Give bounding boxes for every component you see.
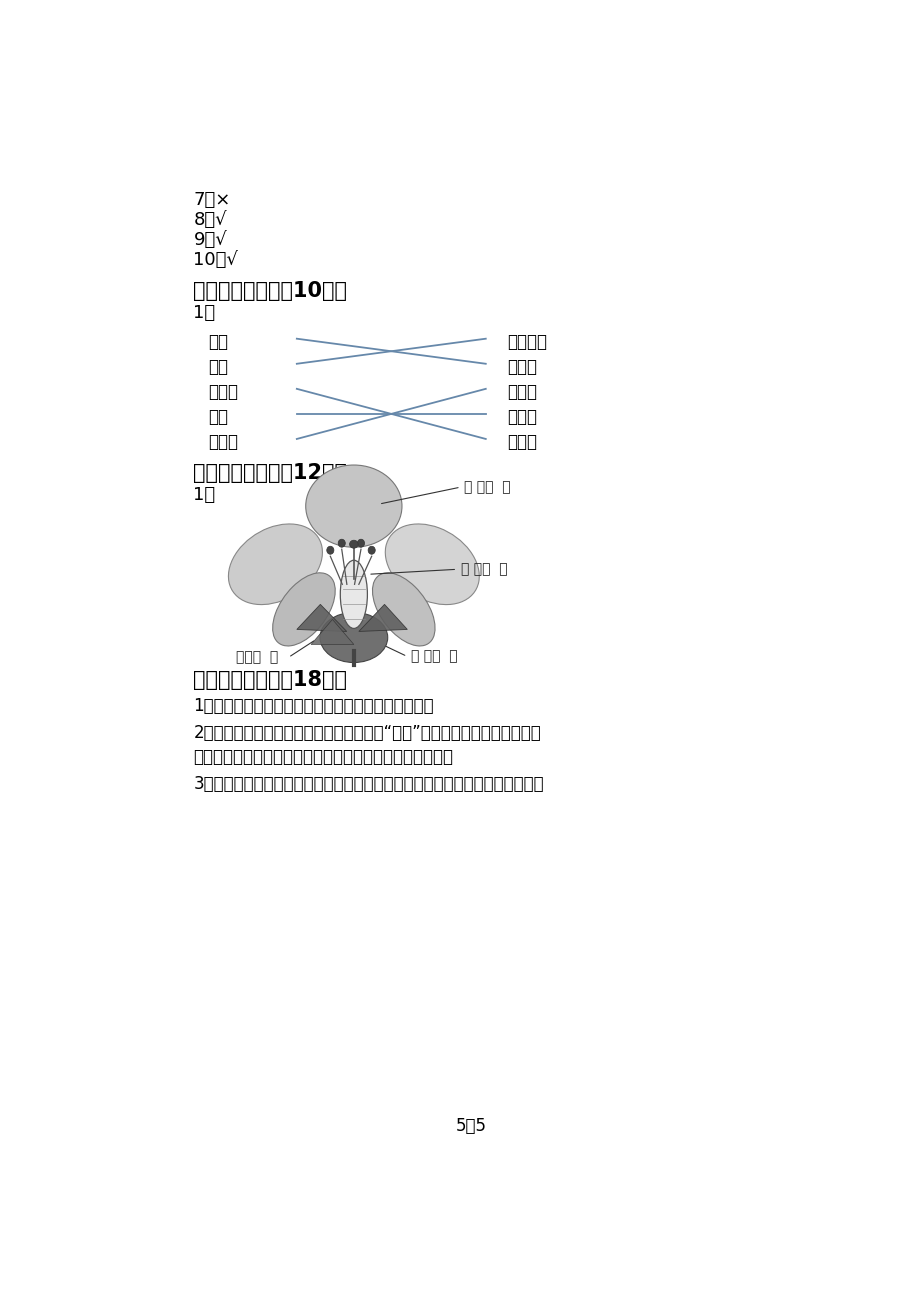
- Text: 《鬼片  》: 《鬼片 》: [236, 651, 278, 664]
- Text: 四、连线题。（全10分）: 四、连线题。（全10分）: [193, 280, 347, 301]
- Ellipse shape: [326, 547, 334, 555]
- Text: 的生产日期和保质期；选择最近生产保质期的加工食品等。: 的生产日期和保质期；选择最近生产保质期的加工食品等。: [193, 747, 453, 766]
- Text: 《 花瓣  》: 《 花瓣 》: [464, 480, 510, 493]
- Text: 8、√: 8、√: [193, 211, 227, 229]
- Text: 《 雄蕊  》: 《 雄蕊 》: [460, 562, 507, 577]
- Text: 白金: 白金: [208, 408, 227, 426]
- Text: 2、多吃绿色食品，少吃腼腑食品；不购买“三无”食品；注意查看食品包装上: 2、多吃绿色食品，少吃腼腑食品；不购买“三无”食品；注意查看食品包装上: [193, 724, 540, 742]
- Ellipse shape: [228, 523, 322, 604]
- Ellipse shape: [305, 465, 402, 547]
- Ellipse shape: [357, 539, 364, 547]
- Text: 1、导体：铁、铝、金。绛缘体：陶瓷、橡胶、塑料。: 1、导体：铁、铝、金。绛缘体：陶瓷、橡胶、塑料。: [193, 697, 434, 715]
- Text: 点豆腐: 点豆腐: [506, 358, 537, 376]
- Text: 做首饰: 做首饰: [506, 434, 537, 450]
- Polygon shape: [297, 604, 346, 631]
- Ellipse shape: [385, 523, 479, 604]
- Text: 石膏: 石膏: [208, 333, 227, 350]
- Ellipse shape: [340, 560, 367, 629]
- Ellipse shape: [272, 573, 335, 646]
- Text: 《 雌蕊  》: 《 雌蕊 》: [411, 650, 457, 664]
- Text: 7、×: 7、×: [193, 191, 231, 210]
- Text: 石灰岩: 石灰岩: [208, 434, 237, 450]
- Text: 1、: 1、: [193, 486, 215, 504]
- Polygon shape: [358, 604, 407, 631]
- Text: 造房子: 造房子: [506, 383, 537, 401]
- Text: 1、: 1、: [193, 303, 215, 322]
- Polygon shape: [311, 620, 354, 644]
- Ellipse shape: [372, 573, 435, 646]
- Ellipse shape: [368, 547, 375, 555]
- Text: 金屚石: 金屚石: [208, 383, 237, 401]
- Text: 六、简答题。（全18分）: 六、简答题。（全18分）: [193, 669, 347, 690]
- Text: 做铅笔芯: 做铅笔芯: [506, 333, 547, 350]
- Ellipse shape: [349, 540, 357, 548]
- Text: 10、√: 10、√: [193, 251, 238, 270]
- Ellipse shape: [338, 539, 345, 547]
- Text: 五、图形题。（全12分）: 五、图形题。（全12分）: [193, 464, 347, 483]
- Text: 9、√: 9、√: [193, 232, 227, 250]
- Text: 划玻璃: 划玻璃: [506, 408, 537, 426]
- Text: 3、人的一生要经历婴幼儿期、少年期、青年期、中年期、老年期等几个阶段。: 3、人的一生要经历婴幼儿期、少年期、青年期、中年期、老年期等几个阶段。: [193, 775, 543, 793]
- Text: 石墨: 石墨: [208, 358, 227, 376]
- Text: 5／5: 5／5: [456, 1117, 486, 1134]
- Ellipse shape: [320, 612, 387, 663]
